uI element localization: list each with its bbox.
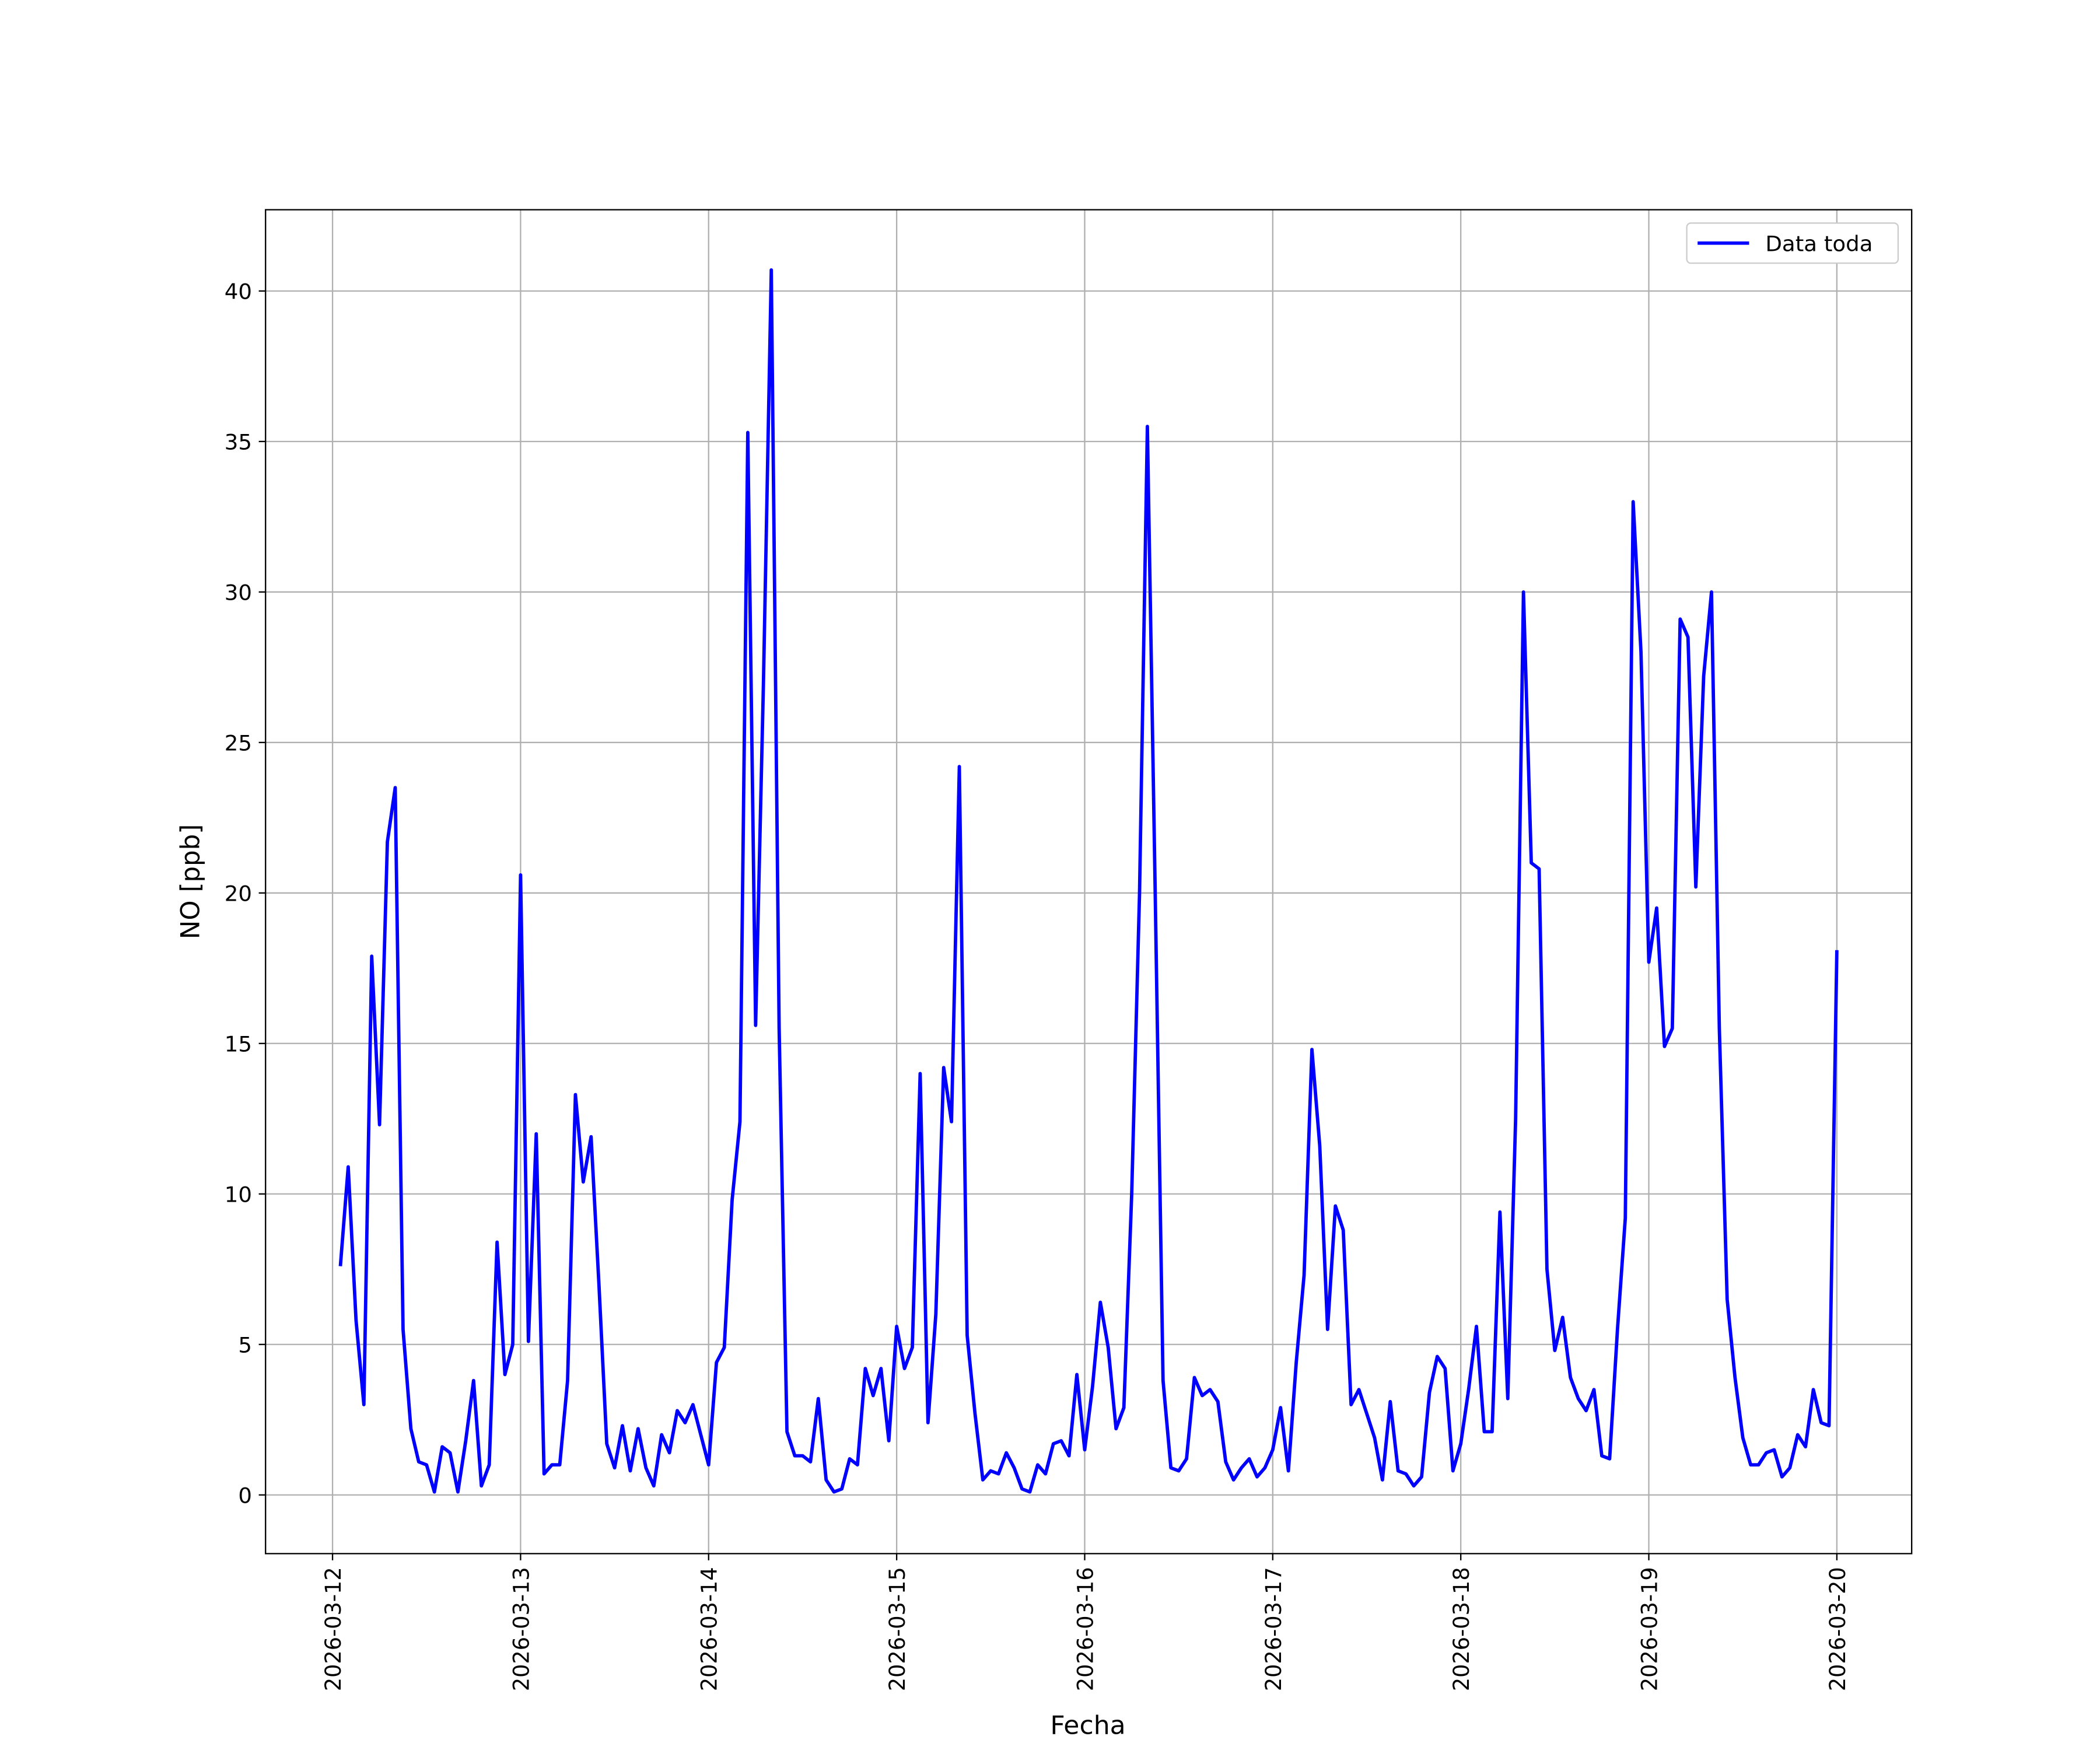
x-tick-label: 2026-03-16: [1073, 1567, 1098, 1691]
y-tick-label: 20: [225, 881, 252, 907]
x-tick-label: 2026-03-17: [1261, 1567, 1286, 1691]
legend: Data toda: [1686, 222, 1899, 264]
x-axis-label: Fecha: [1050, 1711, 1125, 1741]
data-line: [338, 268, 1839, 1494]
legend-label: Data toda: [1765, 232, 1873, 257]
x-tick-label: 2026-03-20: [1825, 1567, 1850, 1691]
y-tick-label: 0: [238, 1483, 252, 1508]
x-tick-label: 2026-03-13: [509, 1567, 534, 1691]
y-tick-label: 40: [225, 279, 252, 304]
y-tick-label: 5: [238, 1333, 252, 1358]
x-tick-label: 2026-03-15: [885, 1567, 910, 1691]
y-tick-label: 35: [225, 430, 252, 455]
y-axis-label: NO [ppb]: [176, 824, 205, 939]
x-tick-label: 2026-03-18: [1449, 1567, 1474, 1691]
y-tick-label: 25: [225, 731, 252, 756]
x-tick-label: 2026-03-19: [1637, 1567, 1662, 1691]
y-tick-label: 10: [225, 1182, 252, 1208]
plot-frame: [265, 209, 1913, 1555]
y-tick-label: 15: [225, 1032, 252, 1057]
legend-frame: [1686, 222, 1899, 264]
x-tick-label: 2026-03-12: [321, 1567, 346, 1691]
y-tick-label: 30: [225, 580, 252, 606]
x-tick-label: 2026-03-14: [696, 1567, 722, 1691]
